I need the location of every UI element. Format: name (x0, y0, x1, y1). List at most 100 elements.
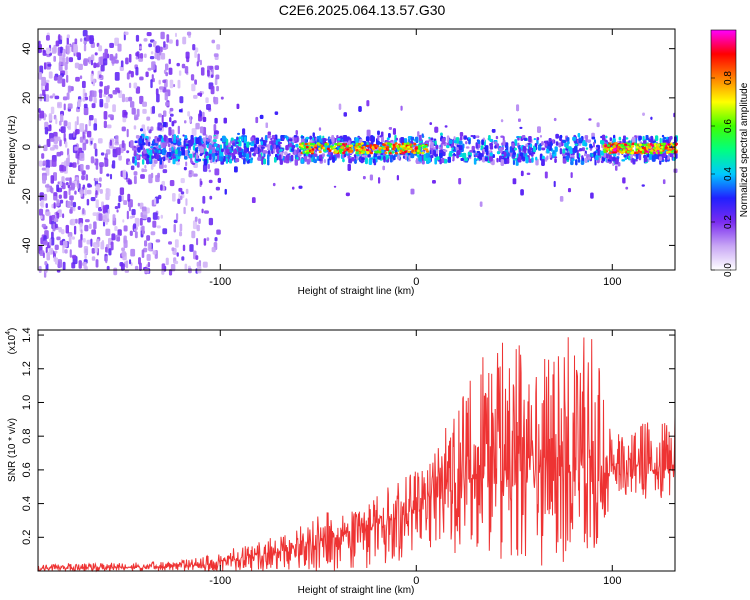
heatmap-cell (316, 135, 321, 140)
heatmap-cell (114, 59, 119, 64)
heatmap-cell (206, 138, 211, 142)
heatmap-cell (643, 140, 647, 145)
heatmap-cell (112, 104, 116, 113)
heatmap-cell (63, 48, 66, 58)
heatmap-cell (67, 232, 73, 238)
heatmap-cell (584, 142, 588, 147)
heatmap-cell (162, 79, 167, 84)
heatmap-cell (134, 231, 138, 239)
heatmap-cell (496, 157, 499, 163)
colorbar-tick-label: 0.0 (723, 263, 734, 277)
heatmap-cell (103, 58, 108, 66)
heatmap-cell (99, 98, 104, 108)
heatmap-cell (434, 126, 439, 133)
colorbar-tick-label: 0.6 (723, 119, 734, 133)
heatmap-cell (83, 106, 89, 116)
heatmap-cell (93, 123, 98, 131)
heatmap-cell (150, 79, 153, 89)
heatmap-cell (44, 184, 50, 188)
heatmap-cell (125, 57, 129, 65)
heatmap-cell (503, 151, 507, 158)
heatmap-cell (365, 157, 368, 165)
heatmap-cell (184, 156, 188, 160)
heatmap-cell (202, 195, 206, 204)
heatmap-cell (552, 150, 555, 155)
heatmap-cell (615, 165, 618, 171)
heatmap-cell (410, 188, 415, 195)
heatmap-cell (196, 237, 199, 246)
heatmap-cell (139, 46, 142, 50)
colorbar-tick-label: 0.4 (723, 167, 734, 181)
heatmap-cell (244, 136, 247, 144)
heatmap-cell (179, 96, 184, 104)
heatmap-cell (397, 154, 400, 160)
heatmap-cell (265, 122, 268, 129)
heatmap-cell (403, 142, 407, 146)
heatmap-cell (140, 174, 145, 179)
snr-ticks: -100 0 100 0.2 0.4 0.6 0.8 1.0 1.2 1.4 (21, 327, 675, 587)
heatmap-cell (309, 140, 313, 143)
heatmap-cell (255, 116, 259, 124)
heatmap-cell (308, 153, 311, 158)
heatmap-cell (53, 217, 59, 223)
heatmap-cell (291, 145, 296, 149)
heatmap-cell (417, 147, 421, 150)
heatmap-cell (379, 141, 383, 145)
heatmap-cell (412, 151, 416, 155)
heatmap-cell (146, 31, 152, 37)
heatmap-cell (237, 132, 240, 135)
heatmap-cell (202, 261, 208, 268)
heatmap-cell (79, 152, 85, 161)
heatmap-cell (273, 137, 276, 144)
heatmap-cell (546, 146, 551, 149)
heatmap-cell (369, 174, 374, 181)
heatmap-cell (50, 106, 55, 115)
heatmap-cell (421, 154, 425, 161)
heatmap-cell (553, 180, 556, 188)
heatmap-cell (588, 156, 592, 160)
heatmap-cell (618, 136, 622, 141)
heatmap-cell (655, 135, 659, 141)
heatmap-cell (407, 145, 411, 149)
heatmap-cell (79, 38, 83, 42)
heatmap-cell (199, 110, 202, 117)
spectrogram-ticks: -100 0 100 -40 -20 0 20 40 (21, 29, 675, 288)
heatmap-cell (72, 201, 77, 208)
heatmap-cell (144, 240, 148, 247)
heatmap-cell (200, 67, 205, 76)
heatmap-cell (78, 239, 83, 248)
heatmap-cell (64, 141, 68, 148)
heatmap-cell (66, 148, 70, 156)
heatmap-cell (361, 154, 366, 158)
heatmap-cell (409, 143, 413, 146)
heatmap-cell (198, 218, 201, 224)
heatmap-cell (241, 136, 244, 142)
heatmap-cell (46, 32, 50, 36)
heatmap-cell (305, 136, 310, 140)
heatmap-cell (263, 152, 266, 158)
heatmap-cell (208, 217, 214, 226)
heatmap-cell (86, 35, 90, 42)
heatmap-cell (119, 65, 124, 71)
heatmap-cell (105, 228, 111, 236)
heatmap-cell (69, 219, 73, 226)
snr-y-scale-note: (x104) (5, 328, 18, 355)
heatmap-cell (58, 39, 63, 45)
heatmap-cell (63, 190, 68, 199)
heatmap-cell (137, 202, 141, 207)
heatmap-cell (45, 159, 51, 169)
heatmap-cell (146, 254, 151, 261)
heatmap-cell (596, 122, 600, 128)
heatmap-cell (608, 153, 612, 160)
heatmap-cell (145, 71, 149, 78)
heatmap-cell (382, 165, 385, 171)
heatmap-cell (90, 73, 94, 82)
heatmap-cell (653, 143, 657, 146)
heatmap-cell (54, 250, 58, 254)
heatmap-cell (142, 156, 146, 159)
heatmap-cell (180, 146, 185, 151)
heatmap-cell (81, 80, 86, 89)
heatmap-cell (537, 126, 541, 133)
heatmap-cell (522, 145, 526, 152)
heatmap-cell (316, 142, 320, 145)
